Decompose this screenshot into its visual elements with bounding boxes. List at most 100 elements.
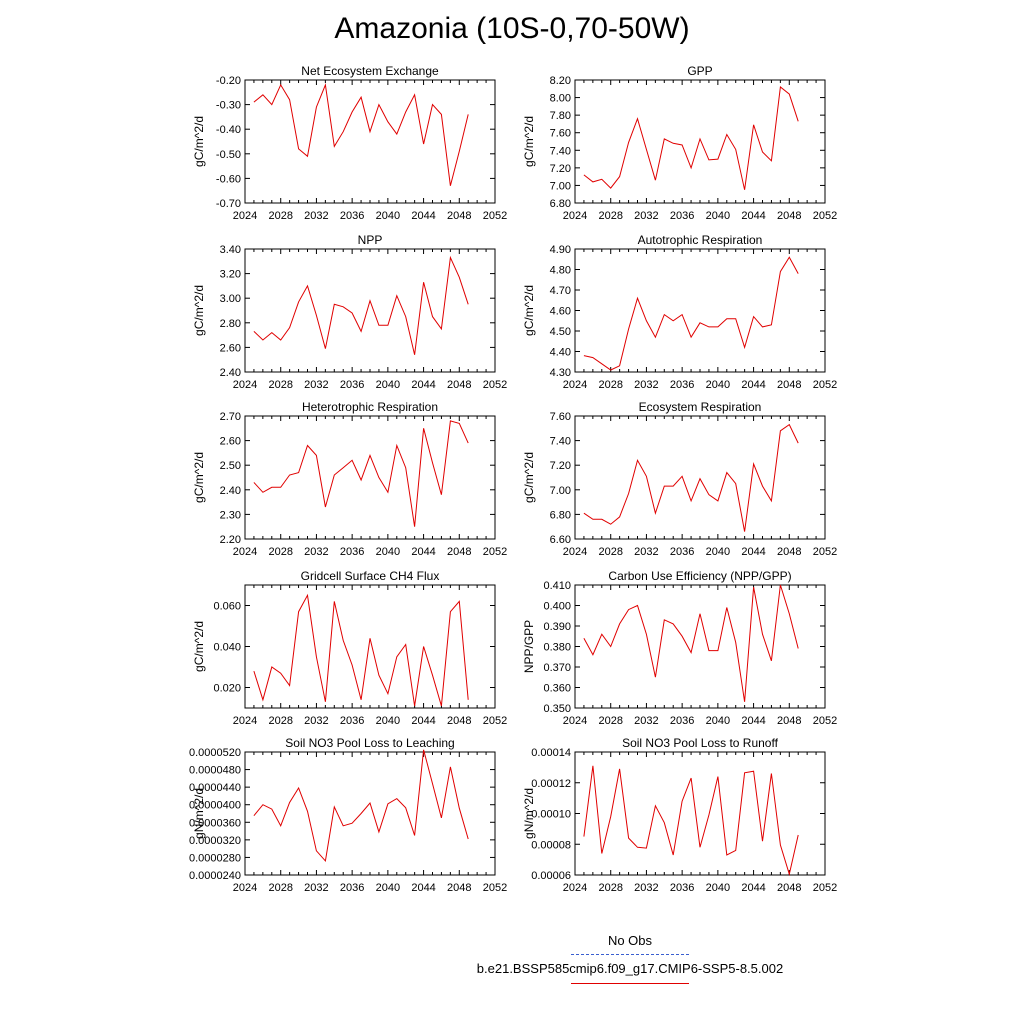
x-tick-label: 2052 [813,882,837,894]
x-tick-label: 2036 [670,379,694,391]
y-tick-label: 2.80 [220,318,241,330]
legend-run-line [571,983,689,984]
x-tick-label: 2052 [813,546,837,558]
y-tick-label: 0.400 [543,601,571,613]
y-tick-label: -0.70 [216,198,241,210]
y-tick-label: 0.00006 [531,870,571,882]
y-tick-label: 3.20 [220,269,241,281]
chart-net-ecosystem-exchange: Net Ecosystem Exchange 2024 2028 2032 2036 20… [192,64,507,222]
legend-run-label: b.e21.BSSP585cmip6.f09_g17.CMIP6-SSP5-8.… [476,961,784,976]
x-tick-label: 2040 [706,715,730,727]
x-tick-label: 2024 [563,546,587,558]
x-tick-label: 2040 [376,882,400,894]
x-tick-label: 2028 [598,379,622,391]
panel-title: Ecosystem Respiration [639,400,762,414]
y-tick-label: 2.40 [220,367,241,379]
x-tick-label: 2052 [813,715,837,727]
x-tick-label: 2052 [483,379,507,391]
x-tick-label: 2048 [777,546,801,558]
x-tick-label: 2024 [563,379,587,391]
x-tick-label: 2052 [483,546,507,558]
y-tick-label: 7.40 [550,436,571,448]
y-tick-label: 0.0000280 [189,852,241,864]
panel-title: Net Ecosystem Exchange [301,64,439,78]
y-tick-label: 0.00010 [531,809,571,821]
y-tick-label: 7.80 [550,110,571,122]
panel-title: NPP [358,233,383,247]
y-tick-label: 4.30 [550,367,571,379]
y-tick-label: 0.0000440 [189,782,241,794]
x-tick-label: 2028 [268,379,292,391]
y-axis-label: gC/m^2/d [192,285,206,336]
y-tick-label: 2.50 [220,460,241,472]
x-tick-label: 2040 [706,379,730,391]
y-tick-label: 0.0000480 [189,765,241,777]
chart-gpp: GPP 2024 2028 2032 2036 2040 2044 2048 2052 6.80 7… [522,64,837,222]
x-tick-label: 2040 [376,379,400,391]
y-tick-label: 7.20 [550,460,571,472]
legend: No Obs b.e21.BSSP585cmip6.f09_g17.CMIP6-… [0,930,1024,1000]
x-tick-label: 2052 [813,379,837,391]
chart-ecosystem-respiration: Ecosystem Respiration 2024 2028 2032 2036 204… [522,400,837,558]
y-tick-label: 0.020 [213,683,241,695]
x-tick-label: 2036 [340,715,364,727]
y-tick-label: 7.60 [550,411,571,423]
chart-no3-runoff: Soil NO3 Pool Loss to Runoff 2024 2028 2032… [522,736,837,894]
x-tick-label: 2044 [411,715,435,727]
y-tick-label: 7.40 [550,145,571,157]
y-tick-label: 0.00008 [531,839,571,851]
x-tick-label: 2028 [268,715,292,727]
series-line [583,256,799,371]
y-tick-label: 6.80 [550,198,571,210]
panel-title: Autotrophic Respiration [638,233,763,247]
x-tick-label: 2040 [376,210,400,222]
y-tick-label: 7.20 [550,163,571,175]
x-tick-label: 2044 [411,379,435,391]
plot-frame [244,248,496,373]
y-tick-label: 0.0000320 [189,835,241,847]
x-tick-label: 2028 [268,210,292,222]
legend-obs-label: No Obs [607,933,653,948]
x-tick-label: 2028 [268,546,292,558]
y-tick-label: -0.20 [216,75,241,87]
chart-npp: NPP 2024 2028 2032 2036 2040 2044 2048 2052 2.40 2… [192,233,507,391]
y-tick-label: 0.040 [213,642,241,654]
x-tick-label: 2024 [233,882,257,894]
x-tick-label: 2024 [233,715,257,727]
x-tick-label: 2032 [634,546,658,558]
y-axis-label: gC/m^2/d [522,116,536,167]
y-tick-label: 0.0000400 [189,800,241,812]
y-tick-label: 2.40 [220,485,241,497]
y-tick-label: 0.360 [543,683,571,695]
x-tick-label: 2040 [706,546,730,558]
y-tick-label: 3.00 [220,293,241,305]
y-tick-label: 8.20 [550,75,571,87]
legend-obs-line [571,954,689,955]
x-tick-label: 2032 [634,210,658,222]
y-tick-label: 4.60 [550,306,571,318]
x-tick-label: 2032 [304,546,328,558]
x-tick-label: 2024 [233,210,257,222]
y-tick-label: 0.00014 [531,747,571,759]
y-tick-label: 0.060 [213,601,241,613]
y-tick-label: 4.70 [550,285,571,297]
x-tick-label: 2032 [304,882,328,894]
x-tick-label: 2040 [706,882,730,894]
x-tick-label: 2032 [634,715,658,727]
x-tick-label: 2024 [563,882,587,894]
x-tick-label: 2044 [411,210,435,222]
x-tick-label: 2048 [777,379,801,391]
x-tick-label: 2052 [483,210,507,222]
y-tick-label: 4.50 [550,326,571,338]
panel-title: Gridcell Surface CH4 Flux [301,569,440,583]
y-tick-label: 4.40 [550,347,571,359]
x-tick-label: 2024 [233,546,257,558]
x-tick-label: 2036 [340,546,364,558]
y-tick-label: 7.00 [550,485,571,497]
x-tick-label: 2048 [447,210,471,222]
x-tick-label: 2052 [483,715,507,727]
x-tick-label: 2036 [340,210,364,222]
y-tick-label: 2.70 [220,411,241,423]
y-tick-label: 7.00 [550,180,571,192]
x-tick-label: 2024 [563,715,587,727]
